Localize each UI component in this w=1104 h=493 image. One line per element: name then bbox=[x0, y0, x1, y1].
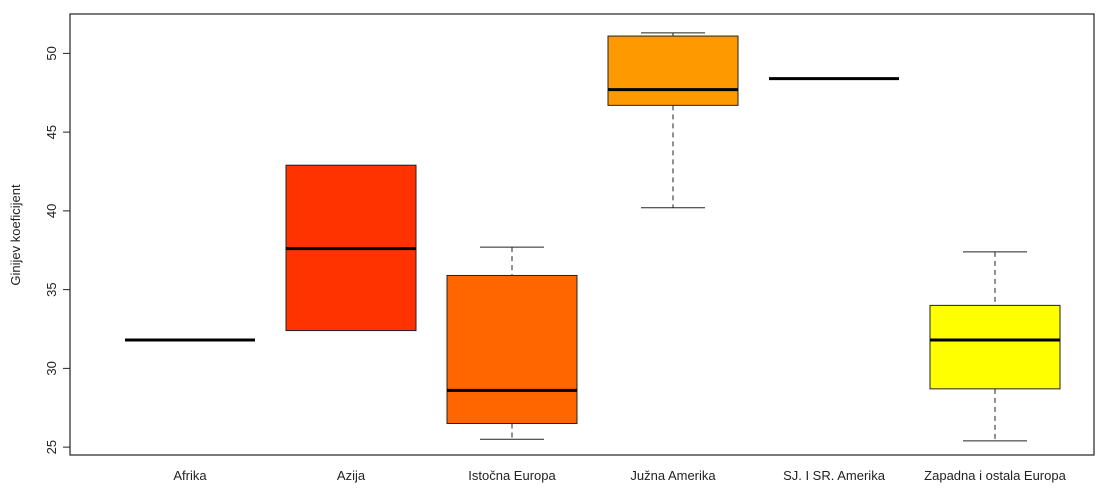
y-tick-label: 25 bbox=[44, 440, 59, 454]
boxes bbox=[125, 32, 1061, 442]
y-tick-label: 35 bbox=[44, 282, 59, 296]
y-tick-label: 40 bbox=[44, 204, 59, 218]
box-group bbox=[607, 32, 739, 209]
x-category-label: Azija bbox=[337, 468, 366, 483]
y-axis: 25 30 35 40 45 50 bbox=[44, 46, 71, 454]
box-body bbox=[929, 304, 1061, 390]
y-tick-label: 30 bbox=[44, 361, 59, 375]
box-body bbox=[446, 274, 578, 425]
box-group bbox=[446, 246, 578, 440]
box-body bbox=[607, 35, 739, 106]
x-category-label: SJ. I SR. Amerika bbox=[783, 468, 886, 483]
box-group bbox=[285, 164, 417, 332]
y-tick-label: 45 bbox=[44, 125, 59, 139]
y-axis-title: Ginijev koeficijent bbox=[8, 184, 23, 286]
x-category-label: Južna Amerika bbox=[630, 468, 716, 483]
y-tick-label: 50 bbox=[44, 46, 59, 60]
x-category-label: Afrika bbox=[173, 468, 207, 483]
x-category-label: Istočna Europa bbox=[468, 468, 556, 483]
x-category-label: Zapadna i ostala Europa bbox=[924, 468, 1066, 483]
x-axis-labels: Afrika Azija Istočna Europa Južna Amerika SJ… bbox=[173, 468, 1066, 483]
box-group bbox=[929, 251, 1061, 442]
